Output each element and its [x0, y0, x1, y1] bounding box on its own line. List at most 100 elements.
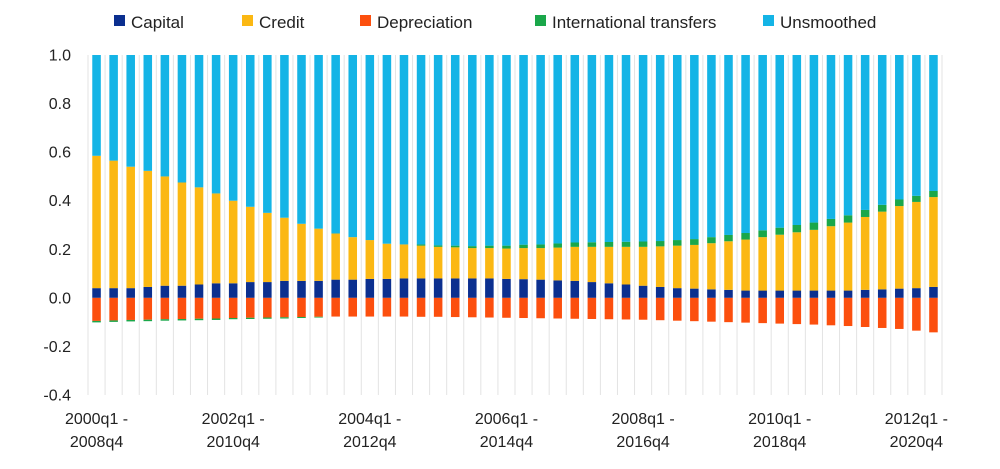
bar-segment-depreciation [365, 297, 375, 317]
bar-segment-international-transfers [809, 222, 819, 230]
bar-segment-credit [809, 229, 819, 291]
bar-segment-depreciation [297, 297, 306, 318]
bar-segment-unsmoothed [707, 55, 716, 238]
legend-swatch [114, 15, 125, 26]
bar-segment-international-transfers [245, 317, 255, 319]
bar-segment-capital [860, 289, 870, 298]
bar-segment-international-transfers [877, 204, 887, 212]
bar-segment-credit [502, 248, 511, 279]
bar-segment-unsmoothed [485, 55, 494, 246]
bar-segment-credit [331, 233, 340, 280]
legend-swatch [360, 15, 371, 26]
bar-segment-credit [758, 237, 767, 291]
bar-segment-credit [826, 226, 836, 291]
x-tick-label: 2014q4 [480, 434, 533, 451]
bar-segment-depreciation [536, 297, 545, 319]
x-axis: 2000q1 - 2008q4 2002q1 - 2010q4 2004q1 - 2012… [65, 411, 948, 451]
bar-segment-international-transfers [536, 244, 545, 249]
bar-segment-international-transfers [160, 319, 170, 321]
bar-segment-depreciation [502, 297, 511, 318]
bar-segment-unsmoothed [468, 55, 477, 247]
bar-segment-international-transfers [604, 242, 614, 247]
bar-segment-capital [877, 289, 887, 298]
bar-segment-credit [365, 240, 375, 279]
bar-segment-credit [860, 216, 870, 290]
bar-segment-depreciation [655, 297, 665, 321]
bar-segment-capital [416, 278, 426, 298]
bars [92, 55, 938, 333]
bar-segment-unsmoothed [245, 55, 255, 207]
y-tick-label: 0.8 [49, 96, 71, 113]
bar-segment-international-transfers [416, 244, 426, 246]
bar-segment-international-transfers [587, 242, 597, 247]
bar-segment-international-transfers [690, 239, 699, 245]
bar-segment-capital [741, 290, 750, 298]
bar-segment-capital [109, 288, 118, 298]
legend-swatch [763, 15, 774, 26]
bar-segment-international-transfers [92, 320, 101, 323]
bar-segment-credit [877, 211, 887, 290]
bar-segment-capital [399, 278, 409, 298]
bar-segment-capital [621, 284, 631, 298]
bar-segment-depreciation [741, 297, 750, 323]
bar-segment-capital [775, 290, 785, 298]
bar-segment-credit [228, 200, 238, 284]
bar-segment-unsmoothed [109, 55, 118, 161]
bar-segment-capital [587, 282, 597, 298]
bar-segment-credit [895, 206, 904, 289]
bar-segment-credit [536, 248, 545, 280]
bar-segment-unsmoothed [382, 55, 392, 244]
bar-segment-depreciation [382, 297, 392, 317]
bar-segment-credit [263, 212, 272, 283]
bar-segment-credit [177, 182, 187, 286]
bar-segment-capital [724, 289, 733, 298]
x-tick-label: 2008q1 - [612, 411, 675, 428]
bar-segment-credit [399, 244, 409, 279]
bar-segment-credit [621, 246, 631, 285]
bar-segment-depreciation [638, 297, 648, 320]
bar-segment-capital [92, 288, 101, 298]
bar-segment-unsmoothed [672, 55, 682, 241]
bar-segment-unsmoothed [177, 55, 187, 183]
bar-segment-depreciation [416, 297, 426, 317]
bar-segment-unsmoothed [416, 55, 426, 245]
bar-segment-depreciation [621, 297, 631, 320]
bar-segment-depreciation [109, 297, 118, 321]
bar-segment-credit [314, 228, 323, 281]
bar-segment-international-transfers [502, 245, 511, 249]
bar-segment-capital [929, 286, 938, 298]
bar-segment-international-transfers [553, 243, 562, 248]
bar-segment-depreciation [570, 297, 580, 319]
bar-segment-depreciation [690, 297, 699, 322]
bar-segment-unsmoothed [399, 55, 409, 245]
bar-segment-depreciation [331, 297, 340, 317]
bar-segment-unsmoothed [860, 55, 870, 210]
bar-segment-unsmoothed [433, 55, 443, 246]
y-tick-label: 0.4 [49, 193, 71, 210]
x-tick-label: 2008q4 [70, 434, 123, 451]
bar-segment-depreciation [877, 297, 887, 328]
bar-segment-depreciation [92, 297, 101, 321]
x-tick-label: 2006q1 - [475, 411, 538, 428]
bar-segment-depreciation [792, 297, 802, 325]
bar-segment-international-transfers [741, 233, 750, 240]
bar-segment-capital [895, 288, 904, 298]
bar-segment-capital [843, 290, 853, 298]
bar-segment-depreciation [450, 297, 460, 318]
bar-segment-credit [416, 245, 426, 279]
bar-segment-credit [672, 245, 682, 289]
bar-segment-international-transfers [143, 319, 153, 322]
bar-segment-international-transfers [211, 318, 221, 320]
bar-segment-unsmoothed [792, 55, 802, 225]
bar-segment-depreciation [263, 297, 272, 318]
bar-segment-capital [280, 280, 289, 298]
legend-swatch [535, 15, 546, 26]
bar-segment-depreciation [211, 297, 221, 319]
bar-segment-credit [690, 244, 699, 289]
bar-segment-international-transfers [485, 245, 494, 249]
bar-segment-capital [519, 279, 528, 298]
bar-segment-unsmoothed [160, 55, 170, 177]
bar-segment-international-transfers [826, 218, 836, 227]
bar-segment-capital [245, 282, 255, 298]
y-tick-label: 0.0 [49, 290, 71, 307]
